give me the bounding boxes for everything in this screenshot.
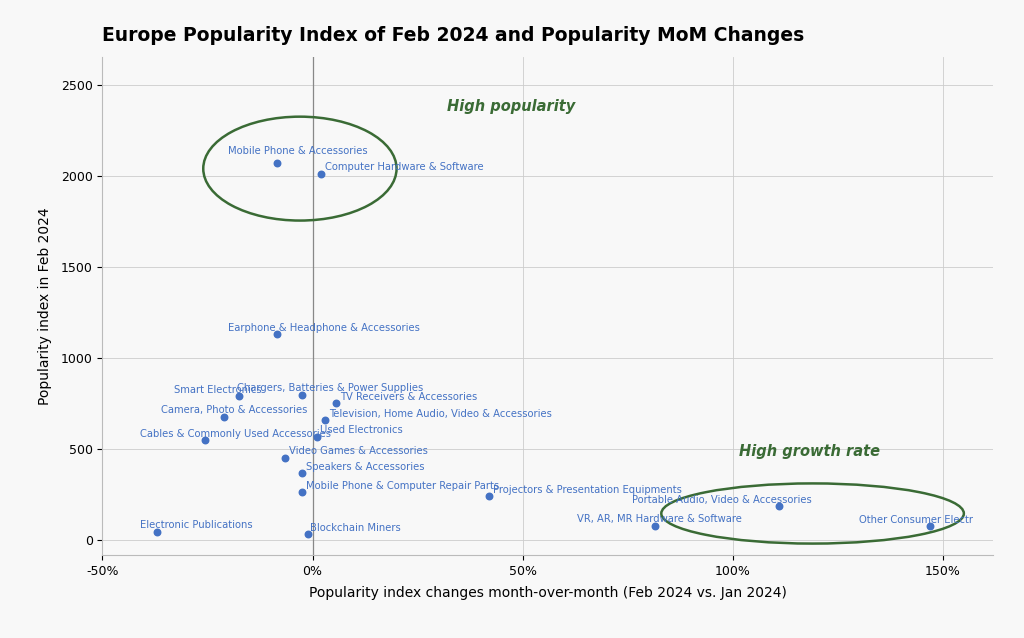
Text: Television, Home Audio, Video & Accessories: Television, Home Audio, Video & Accessor… bbox=[330, 409, 552, 419]
Text: Computer Hardware & Software: Computer Hardware & Software bbox=[326, 162, 483, 172]
Point bbox=[198, 435, 214, 445]
Point bbox=[278, 452, 294, 463]
Text: High growth rate: High growth rate bbox=[739, 444, 880, 459]
Point bbox=[230, 391, 247, 401]
Point bbox=[148, 526, 165, 537]
Text: Mobile Phone & Computer Repair Parts: Mobile Phone & Computer Repair Parts bbox=[306, 481, 500, 491]
Point bbox=[922, 521, 938, 531]
Point bbox=[481, 491, 498, 501]
Point bbox=[268, 158, 285, 168]
Point bbox=[312, 169, 329, 179]
Text: Chargers, Batteries & Power Supplies: Chargers, Batteries & Power Supplies bbox=[237, 383, 423, 393]
Point bbox=[294, 390, 310, 400]
Text: High popularity: High popularity bbox=[447, 99, 575, 114]
Text: Camera, Photo & Accessories: Camera, Photo & Accessories bbox=[161, 405, 307, 415]
Point bbox=[317, 415, 334, 426]
Text: VR, AR, MR Hardware & Software: VR, AR, MR Hardware & Software bbox=[578, 514, 742, 524]
Point bbox=[771, 501, 787, 511]
Text: Video Games & Accessories: Video Games & Accessories bbox=[290, 446, 428, 456]
Text: Cables & Commonly Used Accessories: Cables & Commonly Used Accessories bbox=[140, 429, 331, 440]
Text: Blockchain Miners: Blockchain Miners bbox=[310, 523, 401, 533]
Point bbox=[294, 487, 310, 497]
Point bbox=[300, 529, 316, 539]
Point bbox=[294, 468, 310, 478]
Point bbox=[216, 412, 232, 422]
Text: Speakers & Accessories: Speakers & Accessories bbox=[306, 462, 425, 472]
X-axis label: Popularity index changes month-over-month (Feb 2024 vs. Jan 2024): Popularity index changes month-over-mont… bbox=[309, 586, 786, 600]
Y-axis label: Popularity index in Feb 2024: Popularity index in Feb 2024 bbox=[39, 207, 52, 405]
Text: Projectors & Presentation Equipments: Projectors & Presentation Equipments bbox=[494, 484, 682, 494]
Point bbox=[647, 521, 664, 531]
Text: Earphone & Headphone & Accessories: Earphone & Headphone & Accessories bbox=[228, 323, 420, 332]
Text: Other Consumer Electr: Other Consumer Electr bbox=[859, 515, 973, 525]
Text: Electronic Publications: Electronic Publications bbox=[140, 521, 253, 530]
Text: Portable Audio, Video & Accessories: Portable Audio, Video & Accessories bbox=[632, 495, 812, 505]
Text: TV Receivers & Accessories: TV Receivers & Accessories bbox=[340, 392, 477, 401]
Point bbox=[308, 431, 325, 441]
Text: Smart Electronics: Smart Electronics bbox=[174, 385, 261, 395]
Text: Used Electronics: Used Electronics bbox=[321, 426, 402, 435]
Text: Mobile Phone & Accessories: Mobile Phone & Accessories bbox=[228, 146, 368, 156]
Text: Europe Popularity Index of Feb 2024 and Popularity MoM Changes: Europe Popularity Index of Feb 2024 and … bbox=[102, 26, 805, 45]
Point bbox=[328, 397, 344, 408]
Point bbox=[268, 329, 285, 339]
